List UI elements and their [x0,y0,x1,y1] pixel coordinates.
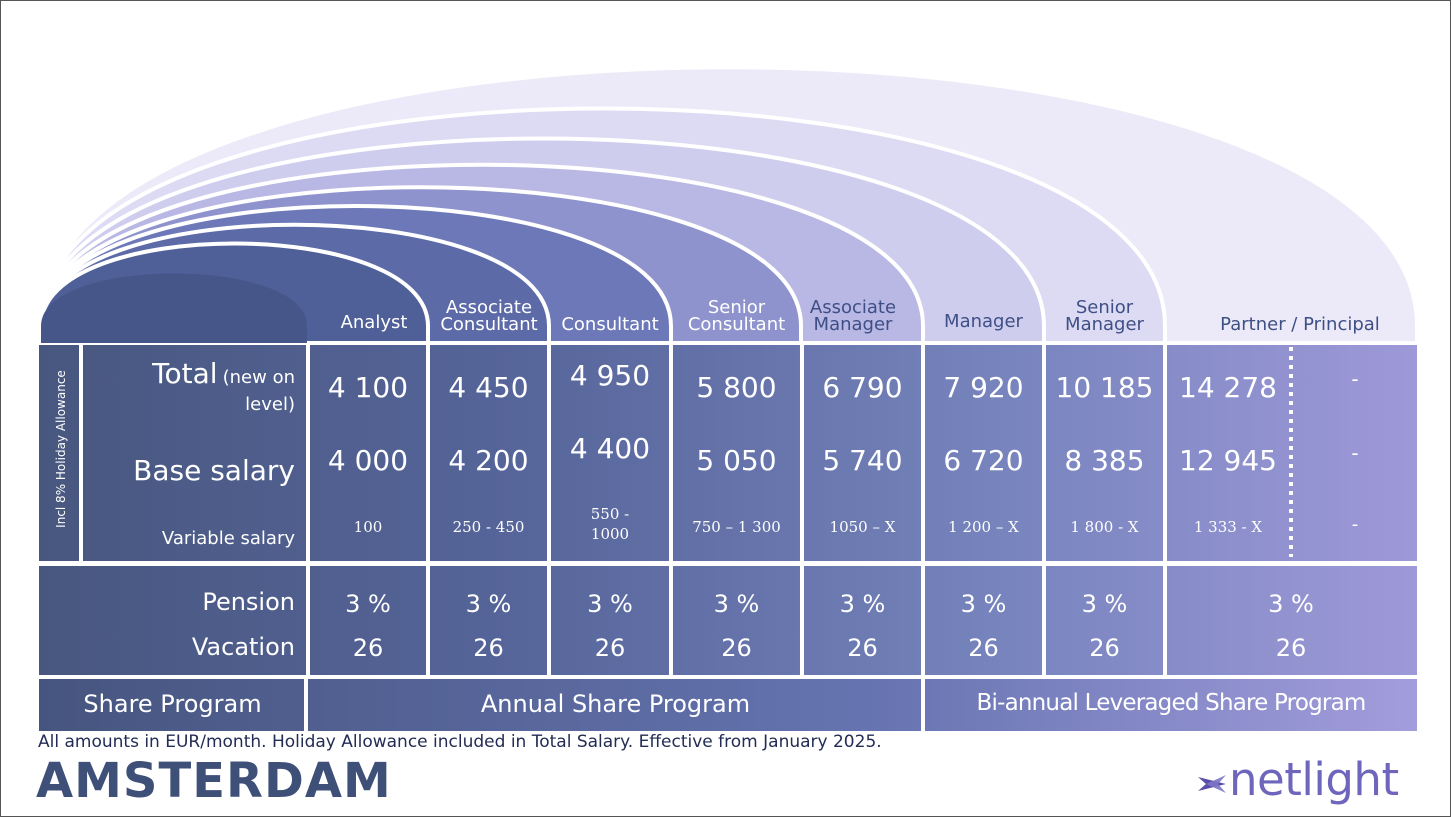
total-senior-consultant: 5 800 [696,371,777,404]
row-label-share: Share Program [83,690,262,718]
row-label-total: Total (new on [152,357,295,390]
row-label-pension: Pension [202,588,295,616]
level-analyst: Analyst [340,312,408,333]
biannual-share-program: Bi-annual Leveraged Share Program [976,690,1367,716]
vacation-associate-consultant: 26 [473,634,504,662]
pension-associate-manager: 3 % [839,590,886,618]
base-consultant: 4 400 [569,432,651,465]
salary-block [39,345,1417,561]
total-associate-consultant: 4 450 [448,371,529,404]
base-manager: 6 720 [943,444,1024,477]
level-senior-manager: Senior Manager [1065,297,1144,335]
career-arcs [39,65,1419,345]
variable-manager: 1 200 – X [948,518,1019,536]
logo-text: netlight [1229,753,1399,806]
column-dividers [39,345,1417,731]
pension-senior-consultant: 3 % [713,590,760,618]
variable-associate-consultant: 250 - 450 [452,518,525,536]
vacation-consultant: 26 [594,634,626,662]
base-principal: - [1351,441,1359,465]
base-senior-consultant: 5 050 [696,444,777,477]
vacation-senior-manager: 26 [1089,634,1120,662]
level-associate-consultant: Associate Consultant [440,297,538,335]
variable-principal: - [1351,514,1359,535]
total-analyst: 4 100 [327,371,409,404]
row-label-base: Base salary [133,454,295,487]
variable-analyst: 100 [353,518,383,536]
variable-partner: 1 333 - X [1193,518,1263,536]
city-title: AMSTERDAM [36,753,392,809]
level-partner-principal: Partner / Principal [1220,314,1380,335]
logo-mark-icon [1198,775,1226,793]
footnote: All amounts in EUR/month. Holiday Allowa… [38,732,882,752]
pension-analyst: 3 % [345,590,391,618]
base-partner: 12 945 [1179,444,1277,477]
total-associate-manager: 6 790 [822,371,903,404]
pension-associate-consultant: 3 % [465,590,512,618]
pension-manager: 3 % [960,590,1007,618]
vacation-partner-principal: 26 [1275,634,1307,662]
level-senior-consultant: Senior Consultant [687,297,786,335]
level-associate-manager: Associate Manager [809,297,897,335]
pension-consultant: 3 % [587,590,633,618]
total-partner: 14 278 [1179,371,1277,404]
variable-senior-manager: 1 800 - X [1070,518,1139,536]
benefits-block [39,566,1417,676]
variable-consultant: 550 -1000 [590,505,630,543]
base-associate-manager: 5 740 [822,444,903,477]
base-senior-manager: 8 385 [1064,444,1145,477]
row-label-total-sub: level) [245,394,295,415]
row-label-vacation: Vacation [191,633,295,661]
netlight-logo: netlight [1196,753,1406,809]
row-label-variable: Variable salary [161,528,295,549]
variable-senior-consultant: 750 – 1 300 [692,518,781,536]
total-consultant: 4 950 [569,359,651,392]
vacation-associate-manager: 26 [847,634,878,662]
total-senior-manager: 10 185 [1055,371,1154,404]
vacation-analyst: 26 [352,634,384,662]
variable-associate-manager: 1050 – X [829,518,896,536]
level-consultant: Consultant [561,314,659,335]
level-manager: Manager [944,311,1023,332]
vacation-manager: 26 [968,634,999,662]
holiday-allowance-label: Incl 8% Holiday Allowance [54,370,68,528]
pension-partner-principal: 3 % [1268,590,1314,618]
total-principal: - [1351,367,1359,391]
pension-senior-manager: 3 % [1081,590,1128,618]
annual-share-program: Annual Share Program [480,690,751,718]
total-manager: 7 920 [943,371,1024,404]
base-associate-consultant: 4 200 [448,444,529,477]
base-analyst: 4 000 [327,444,409,477]
share-block [39,679,1417,731]
vacation-senior-consultant: 26 [721,634,752,662]
